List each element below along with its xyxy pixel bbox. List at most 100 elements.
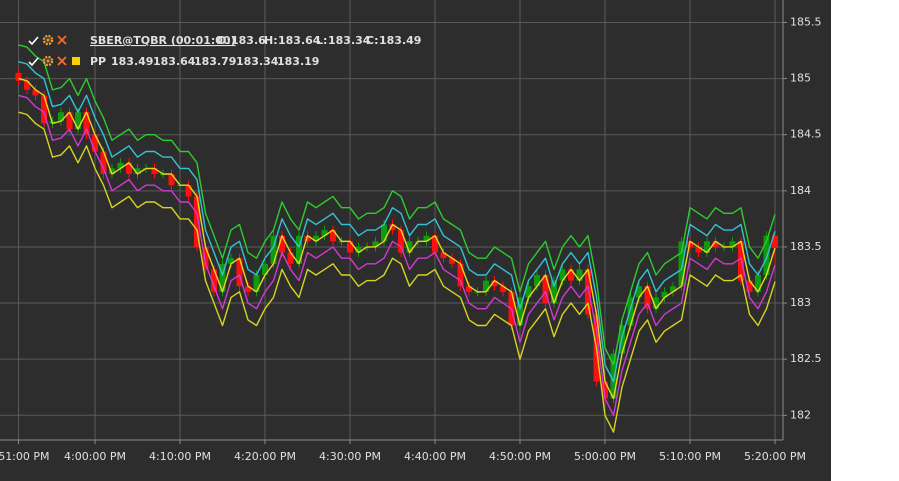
candle-body: [296, 235, 302, 264]
x-tick-label: 5:10:00 PM: [659, 450, 721, 463]
candle-body: [559, 269, 566, 281]
ohlc-value: 183.64: [278, 34, 321, 47]
candle-body: [100, 151, 107, 174]
candle-body: [58, 112, 64, 122]
indicator-value: 183.34: [236, 55, 279, 68]
candle-body: [126, 162, 132, 174]
plot-area: [0, 0, 783, 440]
candle-body: [41, 95, 47, 124]
candle-body: [585, 269, 591, 315]
candle-body: [219, 263, 226, 292]
settings-icon[interactable]: [42, 55, 54, 67]
candle-body: [568, 269, 574, 281]
y-tick-label: 182.5: [790, 352, 822, 365]
candle-body: [644, 286, 651, 309]
candle-body: [500, 286, 506, 292]
candle-body: [347, 241, 353, 253]
candle-body: [245, 286, 251, 292]
ohlc-value: 183.6: [231, 34, 266, 47]
candle-body: [262, 263, 268, 275]
ohlc-label: C:: [366, 34, 378, 47]
indicator-line: [18, 94, 776, 416]
candle-body: [194, 196, 200, 247]
indicator-value: 183.64: [153, 55, 196, 68]
indicator-value: 183.79: [194, 55, 236, 68]
indicator-color-swatch[interactable]: [72, 57, 80, 65]
candle-body: [279, 235, 285, 253]
candle-body: [483, 280, 489, 292]
chart-background: [0, 0, 831, 481]
candle-body: [32, 89, 39, 96]
candle-body: [602, 381, 608, 399]
candle-body: [610, 353, 617, 399]
ohlc-value: 183.34: [328, 34, 371, 47]
candle-body: [449, 258, 455, 264]
candle-body: [92, 134, 98, 152]
y-tick-label: 183.5: [790, 240, 822, 253]
candle-body: [202, 246, 209, 270]
candle-body: [576, 269, 583, 281]
candle-body: [304, 235, 311, 242]
candle-body: [253, 275, 260, 292]
candle-body: [211, 269, 217, 292]
candle-body: [755, 275, 761, 292]
candle-body: [66, 112, 73, 130]
candle-body: [466, 286, 472, 292]
candle-body: [695, 246, 702, 253]
indicator-line: [18, 111, 776, 433]
candle-body: [355, 246, 362, 253]
candle-body: [704, 241, 710, 253]
candle-body: [83, 112, 90, 135]
candle-body: [627, 297, 634, 326]
remove-icon[interactable]: [57, 56, 67, 66]
candle-body: [330, 230, 336, 242]
ohlc-label: H:: [264, 34, 278, 47]
y-tick-label: 185.5: [790, 15, 822, 28]
candle-body: [712, 241, 719, 247]
candle-body: [398, 230, 404, 253]
candle-body: [270, 235, 277, 264]
settings-icon[interactable]: [42, 34, 54, 46]
visibility-toggle[interactable]: [28, 36, 39, 46]
candle-body: [653, 297, 659, 309]
y-tick-label: 184: [790, 184, 811, 197]
candle-body: [134, 168, 141, 174]
candle-body: [457, 263, 464, 287]
y-tick-label: 185: [790, 72, 811, 85]
candle-body: [185, 185, 192, 197]
candle-body: [117, 162, 124, 169]
indicator-value: 183.19: [277, 55, 319, 68]
candle-body: [321, 230, 328, 236]
x-tick-label: 4:10:00 PM: [149, 450, 211, 463]
candle-body: [491, 280, 498, 287]
candle-body: [636, 286, 642, 298]
candle-body: [109, 168, 115, 174]
candle-body: [551, 280, 557, 304]
indicator-line: [18, 77, 776, 400]
candle-body: [661, 291, 668, 298]
candle-body: [151, 168, 158, 174]
indicator-label: PP: [90, 55, 106, 68]
candle-body: [432, 235, 438, 253]
candle-body: [313, 235, 319, 242]
candle-body: [517, 297, 523, 326]
indicator-line: [18, 44, 776, 366]
remove-icon[interactable]: [57, 35, 67, 45]
ohlc-label: O:: [217, 34, 231, 47]
x-tick-label: 3:51:00 PM: [0, 450, 50, 463]
candle-body: [24, 80, 30, 90]
ohlc-value: 183.49: [379, 34, 421, 47]
x-tick-label: 5:00:00 PM: [574, 450, 636, 463]
y-tick-label: 184.5: [790, 128, 822, 141]
candle-body: [772, 235, 778, 249]
x-tick-label: 4:30:00 PM: [319, 450, 381, 463]
x-tick-label: 4:40:00 PM: [404, 450, 466, 463]
symbol-label[interactable]: SBER@TQBR (00:01:00): [90, 34, 236, 47]
visibility-toggle[interactable]: [28, 57, 39, 67]
candle-body: [440, 252, 447, 259]
x-tick-label: 5:20:00 PM: [744, 450, 806, 463]
x-tick-label: 4:20:00 PM: [234, 450, 296, 463]
candle-body: [287, 252, 294, 264]
y-tick-label: 182: [790, 408, 811, 421]
